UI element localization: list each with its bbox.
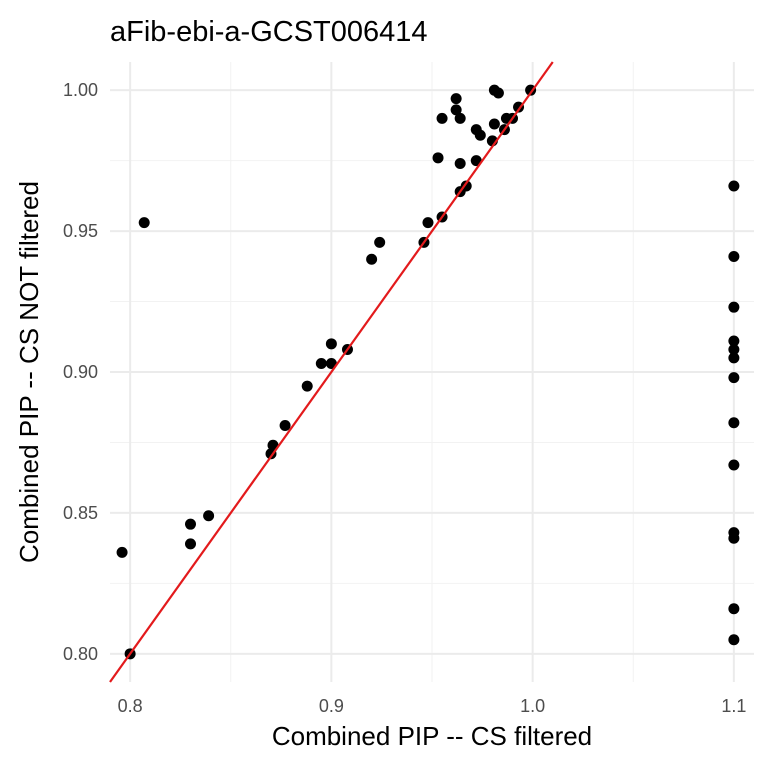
data-point [728, 250, 740, 262]
data-point [728, 372, 740, 384]
x-tick-label: 1.0 [520, 696, 545, 716]
data-point [315, 358, 327, 370]
data-point [728, 343, 740, 355]
data-point [432, 152, 444, 164]
grid [110, 62, 754, 682]
y-tick-label: 0.90 [63, 362, 98, 382]
chart-title: aFib-ebi-a-GCST006414 [110, 16, 428, 48]
y-tick-label: 1.00 [63, 80, 98, 100]
y-tick-label: 0.80 [63, 644, 98, 664]
y-tick-label: 0.85 [63, 503, 98, 523]
x-axis-title: Combined PIP -- CS filtered [272, 721, 592, 751]
data-point [728, 603, 740, 615]
y-tick-label: 0.95 [63, 221, 98, 241]
data-point [492, 87, 504, 99]
data-point [450, 93, 462, 105]
x-axis-ticks: 0.8 0.9 1.0 1.1 [118, 696, 747, 716]
data-point [474, 129, 486, 141]
data-point [203, 510, 215, 522]
data-point [728, 335, 740, 347]
data-point [116, 546, 128, 558]
y-axis-title: Combined PIP -- CS NOT filtered [14, 181, 44, 563]
data-point [185, 518, 196, 530]
y-axis-ticks: 0.80 0.85 0.90 0.95 1.00 [63, 80, 98, 664]
data-point [374, 236, 386, 248]
data-point [728, 352, 740, 364]
identity-reference-line [109, 61, 554, 683]
data-point [185, 538, 196, 550]
data-point [454, 157, 466, 169]
data-point [728, 301, 740, 313]
data-point [138, 217, 150, 229]
data-point [728, 417, 740, 429]
data-point [325, 338, 337, 350]
data-point [366, 253, 378, 265]
data-point [436, 112, 448, 124]
data-point [728, 180, 740, 192]
data-point [422, 217, 434, 229]
data-point [454, 112, 466, 124]
data-point [728, 634, 740, 646]
reference-line-group [109, 61, 554, 683]
x-tick-label: 0.8 [118, 696, 143, 716]
data-point [301, 380, 313, 392]
x-tick-label: 0.9 [319, 696, 344, 716]
data-point [728, 459, 740, 471]
data-point [728, 532, 740, 544]
x-tick-label: 1.1 [721, 696, 746, 716]
data-point [279, 420, 291, 432]
data-point [450, 104, 462, 116]
data-point [488, 118, 500, 130]
